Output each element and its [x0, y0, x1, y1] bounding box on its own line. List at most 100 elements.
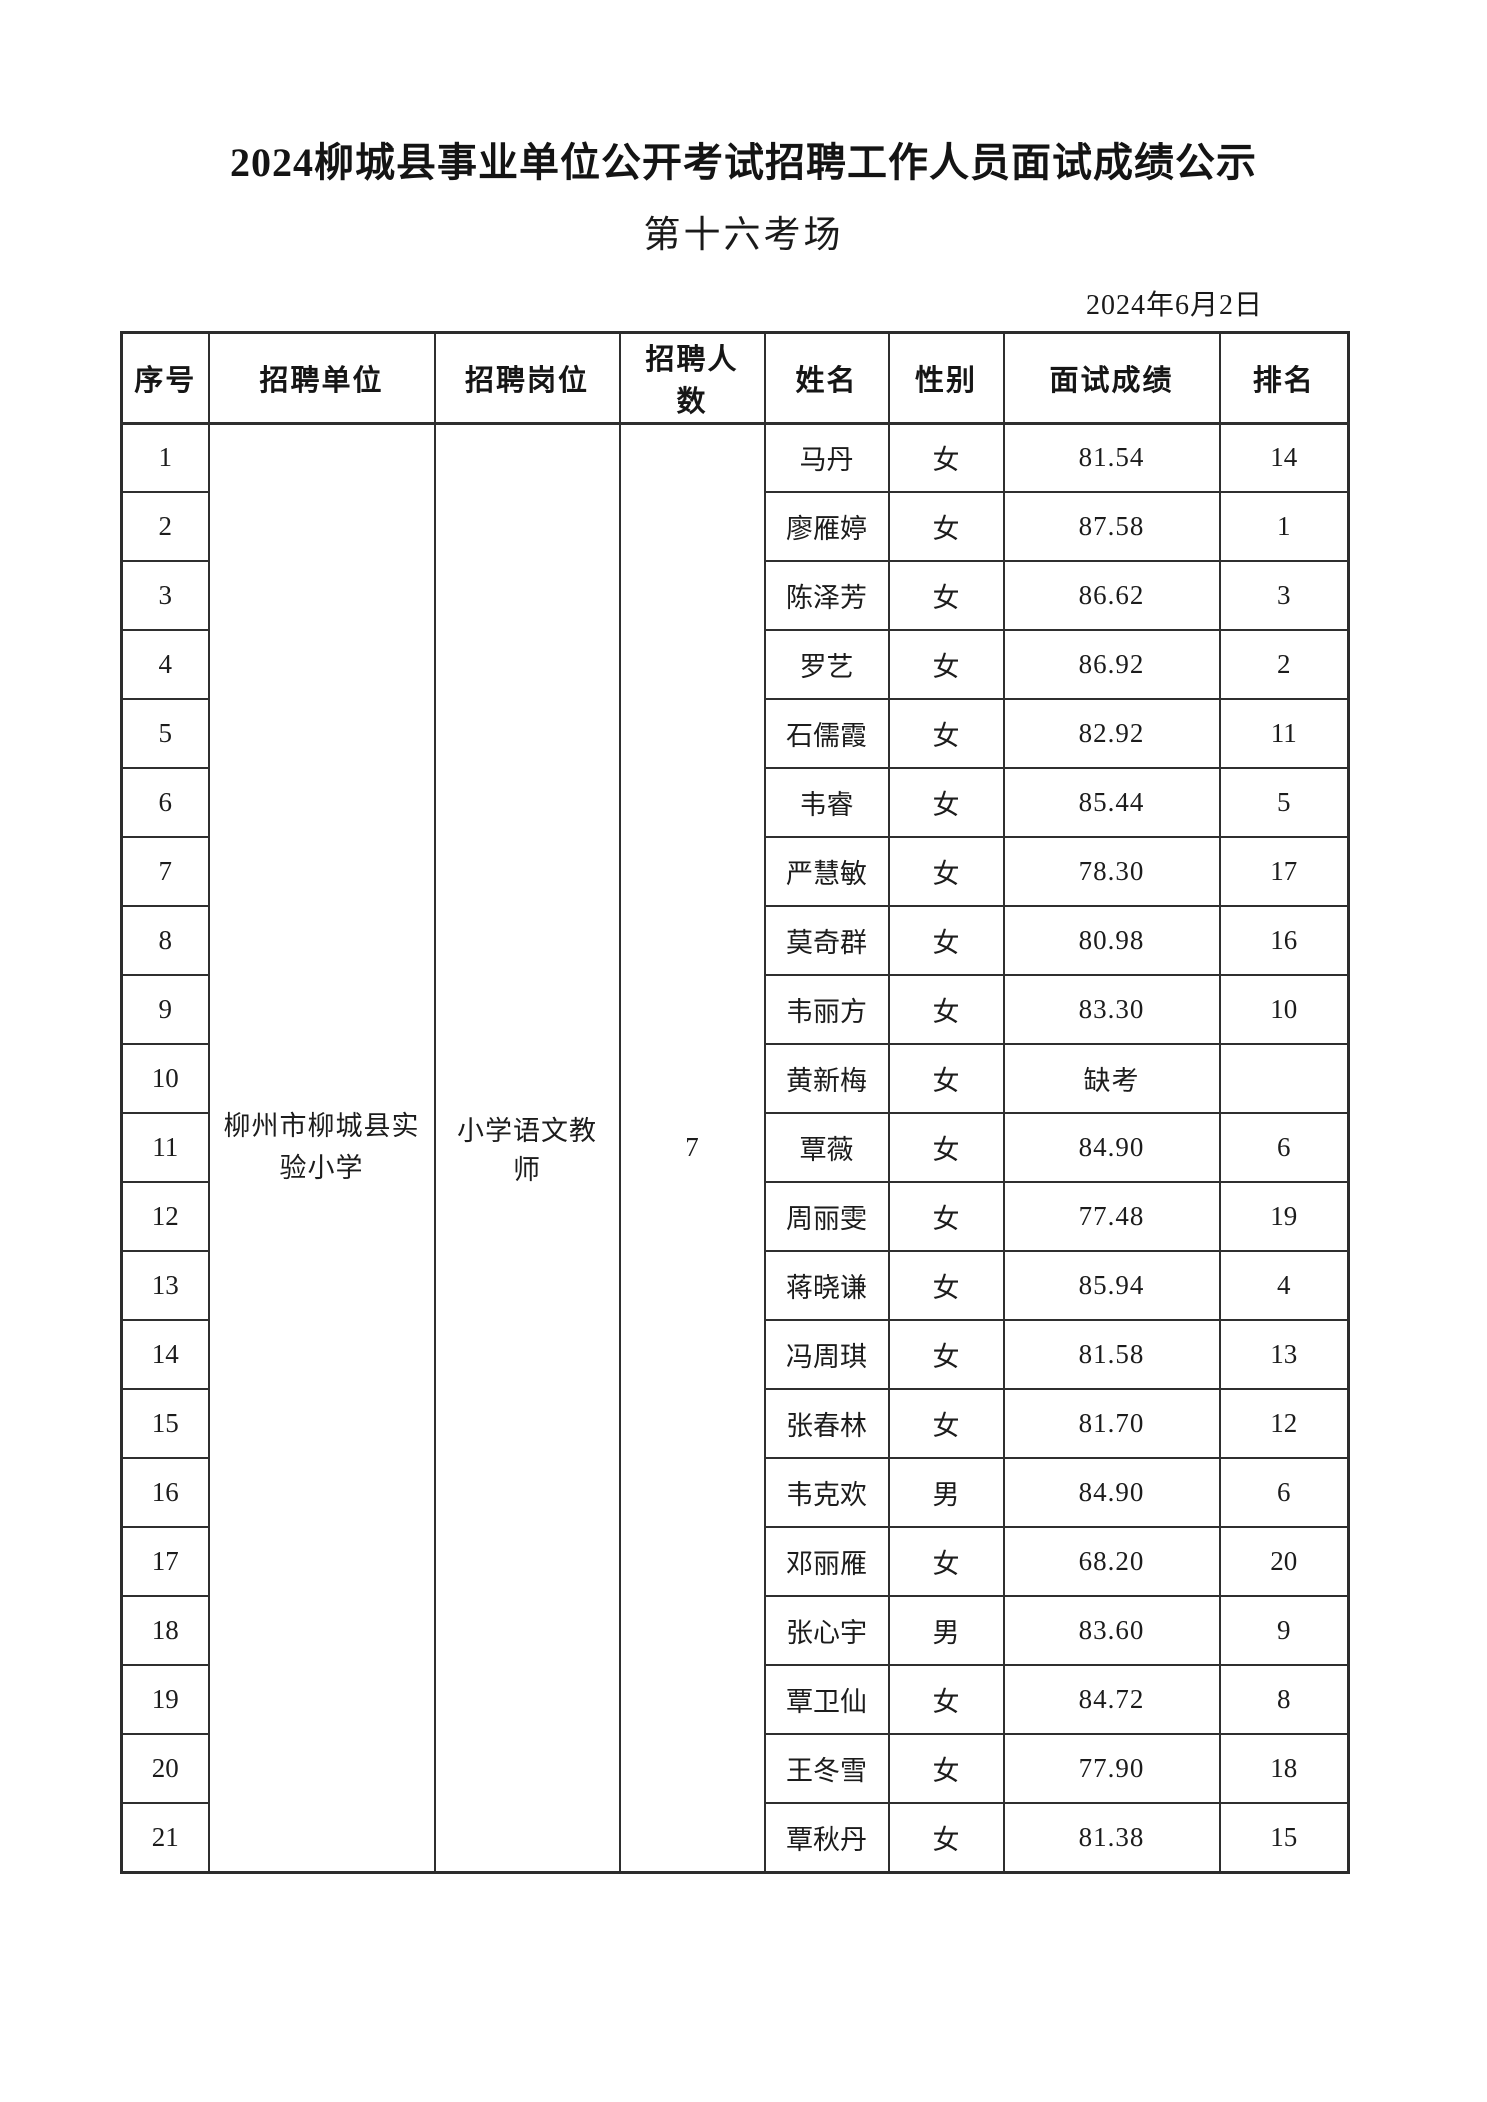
cell-no: 20 [120, 1733, 210, 1805]
cell-gender: 女 [887, 422, 1005, 494]
cell-name: 邓丽雁 [763, 1526, 890, 1598]
cell-name: 韦睿 [763, 767, 890, 839]
cell-score: 78.30 [1002, 836, 1221, 908]
cell-gender: 女 [887, 1043, 1005, 1115]
cell-no: 4 [120, 629, 210, 701]
cell-score: 86.92 [1002, 629, 1221, 701]
table-row: 16 韦克欢男 84.90 6 [120, 1457, 1350, 1529]
cell-no: 5 [120, 698, 210, 770]
cell-gender: 女 [887, 1112, 1005, 1184]
cell-rank: 16 [1218, 905, 1350, 977]
table-row: 14 冯周琪女 81.58 13 [120, 1319, 1350, 1391]
cell-no: 19 [120, 1664, 210, 1736]
cell-rank: 6 [1218, 1457, 1350, 1529]
cell-score: 81.70 [1002, 1388, 1221, 1460]
cell-gender: 女 [887, 836, 1005, 908]
cell-gender: 女 [887, 1802, 1005, 1874]
cell-gender: 女 [887, 629, 1005, 701]
cell-name: 张心宇 [763, 1595, 890, 1667]
cell-no: 2 [120, 491, 210, 563]
column-header-headcount: 招聘人数 [618, 331, 766, 425]
table-row: 3 陈泽芳女 86.62 3 [120, 560, 1350, 632]
table-row: 21 覃秋丹女 81.38 15 [120, 1802, 1350, 1874]
results-tbody: 1 柳州市柳城县实验小学 小学语文教师 7 马丹女 81.54 14 2 廖雁婷女 87.58 1 3… [120, 422, 1350, 1874]
cell-gender: 女 [887, 767, 1005, 839]
table-row: 7 严慧敏女 78.30 17 [120, 836, 1350, 908]
cell-score: 84.90 [1002, 1457, 1221, 1529]
column-header-score: 面试成绩 [1002, 331, 1221, 425]
cell-no: 15 [120, 1388, 210, 1460]
cell-name: 覃秋丹 [763, 1802, 890, 1874]
cell-rank: 18 [1218, 1733, 1350, 1805]
cell-gender: 女 [887, 491, 1005, 563]
cell-score: 81.58 [1002, 1319, 1221, 1391]
cell-rank: 15 [1218, 1802, 1350, 1874]
cell-score: 80.98 [1002, 905, 1221, 977]
cell-name: 覃薇 [763, 1112, 890, 1184]
cell-name: 莫奇群 [763, 905, 890, 977]
table-row: 6 韦睿女 85.44 5 [120, 767, 1350, 839]
table-row: 12 周丽雯女 77.48 19 [120, 1181, 1350, 1253]
cell-no: 16 [120, 1457, 210, 1529]
cell-score: 68.20 [1002, 1526, 1221, 1598]
table-row: 11 覃薇女 84.90 6 [120, 1112, 1350, 1184]
cell-unit-merged: 柳州市柳城县实验小学 [207, 422, 436, 1874]
cell-position-merged: 小学语文教师 [433, 422, 621, 1874]
cell-rank: 8 [1218, 1664, 1350, 1736]
cell-score: 86.62 [1002, 560, 1221, 632]
cell-rank: 5 [1218, 767, 1350, 839]
cell-rank: 6 [1218, 1112, 1350, 1184]
cell-no: 12 [120, 1181, 210, 1253]
page-title: 2024柳城县事业单位公开考试招聘工作人员面试成绩公示 [230, 140, 1257, 185]
cell-gender: 女 [887, 1664, 1005, 1736]
venue-subtitle: 第十六考场 [643, 215, 844, 256]
column-header-no: 序号 [120, 331, 210, 425]
cell-rank: 19 [1218, 1181, 1350, 1253]
cell-rank: 13 [1218, 1319, 1350, 1391]
table-row: 10 黄新梅女缺考 [120, 1043, 1350, 1115]
cell-rank [1218, 1043, 1350, 1115]
cell-gender: 女 [887, 1319, 1005, 1391]
cell-score: 缺考 [1002, 1043, 1221, 1115]
column-header-unit: 招聘单位 [207, 331, 436, 425]
cell-gender: 女 [887, 1733, 1005, 1805]
cell-gender: 女 [887, 1526, 1005, 1598]
cell-score: 82.92 [1002, 698, 1221, 770]
cell-no: 13 [120, 1250, 210, 1322]
cell-gender: 男 [887, 1595, 1005, 1667]
cell-name: 石儒霞 [763, 698, 890, 770]
table-row: 18 张心宇男 83.60 9 [120, 1595, 1350, 1667]
cell-no: 8 [120, 905, 210, 977]
column-header-rank: 排名 [1218, 331, 1350, 425]
table-row: 5 石儒霞女 82.92 11 [120, 698, 1350, 770]
cell-headcount-merged: 7 [618, 422, 766, 1874]
cell-name: 陈泽芳 [763, 560, 890, 632]
cell-gender: 女 [887, 905, 1005, 977]
cell-rank: 12 [1218, 1388, 1350, 1460]
cell-rank: 11 [1218, 698, 1350, 770]
column-header-name: 姓名 [763, 331, 890, 425]
cell-name: 韦克欢 [763, 1457, 890, 1529]
cell-score: 84.72 [1002, 1664, 1221, 1736]
table-row: 1 柳州市柳城县实验小学 小学语文教师 7 马丹女 81.54 14 [120, 422, 1350, 1874]
cell-gender: 男 [887, 1457, 1005, 1529]
cell-gender: 女 [887, 1388, 1005, 1460]
cell-name: 王冬雪 [763, 1733, 890, 1805]
cell-gender: 女 [887, 560, 1005, 632]
cell-rank: 1 [1218, 491, 1350, 563]
cell-score: 87.58 [1002, 491, 1221, 563]
table-row: 8 莫奇群女 80.98 16 [120, 905, 1350, 977]
table-row: 13 蒋晓谦女 85.94 4 [120, 1250, 1350, 1322]
cell-gender: 女 [887, 1250, 1005, 1322]
cell-no: 7 [120, 836, 210, 908]
cell-rank: 14 [1218, 422, 1350, 494]
cell-no: 17 [120, 1526, 210, 1598]
results-table: 序号 招聘单位 招聘岗位 招聘人数 姓名 性别 面试成绩 排名 1 柳州市柳城县实… [120, 330, 1350, 1874]
date-label: 2024年6月2日 [1085, 289, 1263, 321]
table-row: 4 罗艺女 86.92 2 [120, 629, 1350, 701]
cell-no: 3 [120, 560, 210, 632]
table-row: 15 张春林女 81.70 12 [120, 1388, 1350, 1460]
table-row: 17 邓丽雁女 68.20 20 [120, 1526, 1350, 1598]
cell-no: 1 [120, 422, 210, 494]
